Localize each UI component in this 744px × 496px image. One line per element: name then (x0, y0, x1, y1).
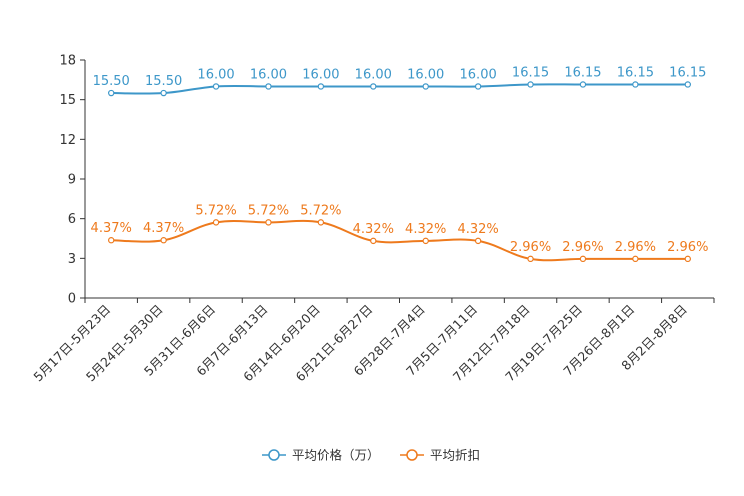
y-tick-label: 12 (59, 133, 76, 148)
data-label: 2.96% (615, 240, 656, 255)
data-point (422, 83, 429, 90)
series-1: 4.37% 4.37% 5.72% 5.72% 5.72% 4.32% 4.32% 4.32%… (91, 203, 708, 263)
data-label: 16.15 (669, 65, 706, 80)
data-point (474, 237, 482, 245)
series-0: 15.50 15.50 16.00 16.00 16.00 16.00 16.00 16.00… (93, 65, 706, 97)
data-label: 2.96% (510, 240, 551, 255)
data-label: 5.72% (248, 203, 289, 218)
data-label: 5.72% (300, 203, 341, 218)
data-point (527, 255, 534, 263)
data-point (370, 237, 377, 245)
data-label: 16.00 (197, 67, 234, 82)
data-label: 16.15 (564, 65, 601, 80)
data-point (317, 219, 325, 226)
legend-item-1: 平均折扣 (400, 448, 480, 463)
data-point (108, 237, 115, 244)
data-point (160, 89, 167, 97)
data-point (108, 89, 115, 97)
data-label: 16.00 (250, 67, 287, 82)
data-label: 16.00 (302, 67, 339, 82)
data-point (632, 81, 639, 88)
data-label: 4.37% (91, 221, 132, 236)
legend-marker-icon (268, 449, 280, 461)
data-point (579, 255, 587, 263)
data-point (265, 83, 272, 90)
data-point (317, 83, 325, 90)
data-label: 2.96% (667, 240, 708, 255)
y-tick-label: 18 (59, 54, 76, 69)
series-layer: 15.50 15.50 16.00 16.00 16.00 16.00 16.00 16.00… (91, 65, 708, 263)
legend-marker-icon (406, 449, 418, 461)
data-label: 5.72% (195, 203, 236, 218)
data-point (684, 81, 691, 88)
data-label: 4.32% (457, 222, 498, 237)
data-point (212, 219, 220, 226)
data-label: 4.32% (353, 222, 394, 237)
legend-item-0: 平均价格（万） (262, 448, 380, 463)
data-label: 15.50 (145, 74, 182, 89)
data-label: 16.00 (407, 67, 444, 82)
data-label: 16.00 (355, 67, 392, 82)
data-point (212, 83, 220, 90)
x-axis: 5月17日-5月23日5月24日-5月30日5月31日-6月6日6月7日-6月1… (30, 297, 715, 384)
data-point (632, 255, 639, 263)
data-point (422, 237, 429, 245)
data-point (265, 219, 272, 226)
data-label: 4.32% (405, 222, 446, 237)
y-tick-label: 9 (68, 173, 76, 188)
y-axis: 0 3 6 9 12 15 18 (59, 54, 86, 307)
data-point (579, 81, 587, 88)
data-label: 16.15 (512, 65, 549, 80)
data-point (474, 83, 482, 90)
data-point (527, 81, 534, 88)
legend: 平均价格（万） 平均折扣 (262, 448, 480, 463)
data-point (370, 83, 377, 90)
data-point (160, 237, 167, 244)
y-tick-label: 3 (68, 252, 76, 267)
y-tick-label: 6 (68, 212, 76, 227)
data-label: 16.15 (617, 65, 654, 80)
data-label: 16.00 (460, 67, 497, 82)
legend-label: 平均折扣 (430, 448, 480, 463)
y-tick-label: 15 (59, 93, 76, 108)
data-label: 2.96% (562, 240, 603, 255)
data-label: 4.37% (143, 221, 184, 236)
series-line (111, 219, 688, 262)
legend-label: 平均价格（万） (292, 448, 380, 463)
y-tick-label: 0 (68, 292, 76, 307)
series-line (111, 83, 688, 95)
data-label: 15.50 (93, 74, 130, 89)
data-point (684, 255, 691, 263)
